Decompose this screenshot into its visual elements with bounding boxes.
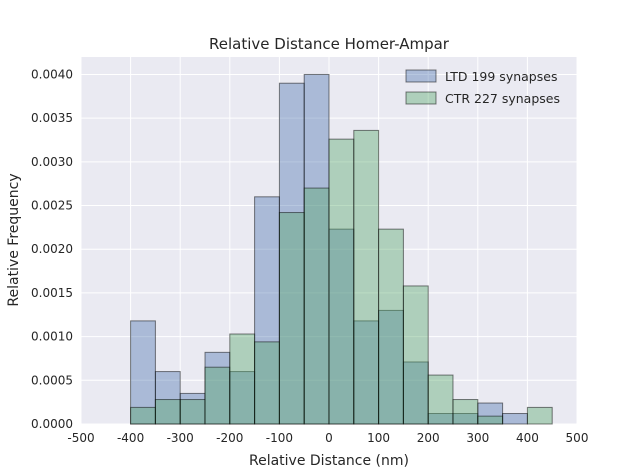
- ltd-bar: [204, 351, 231, 425]
- ltd-bar: [502, 413, 528, 425]
- y-tick-label: 0.0030: [31, 155, 73, 169]
- ltd-bar: [353, 320, 380, 425]
- y-tick-label: 0.0000: [31, 417, 73, 431]
- x-tick-label: -400: [117, 431, 144, 445]
- ctr-bar: [229, 333, 256, 425]
- ltd-bar: [402, 361, 429, 425]
- ctr-bar: [303, 187, 330, 425]
- x-tick-label: 200: [417, 431, 440, 445]
- ctr-bar: [130, 406, 156, 425]
- ctr-bar: [353, 129, 380, 425]
- ltd-bar: [378, 309, 404, 425]
- ctr-bar: [402, 285, 429, 425]
- y-tick-labels: 0.0000 0.0005 0.0010 0.0015 0.0020 0.0025 0.00…: [31, 67, 73, 431]
- ctr-bar: [254, 341, 280, 425]
- ltd-bar: [328, 228, 355, 425]
- x-tick-label: 400: [516, 431, 539, 445]
- y-tick-label: 0.0020: [31, 242, 73, 256]
- x-tick-label: 500: [566, 431, 589, 445]
- x-tick-label: 0: [325, 431, 333, 445]
- y-tick-label: 0.0035: [31, 111, 73, 125]
- ltd-bar: [130, 320, 156, 425]
- ctr-bar: [278, 212, 305, 425]
- y-tick-label: 0.0005: [31, 373, 73, 387]
- x-tick-label: -100: [266, 431, 293, 445]
- ctr-bar: [204, 366, 231, 425]
- y-axis-label: Relative Frequency: [6, 173, 22, 306]
- ctr-bar: [477, 415, 504, 425]
- legend-label: CTR 227 synapses: [445, 91, 560, 106]
- x-axis-label: Relative Distance (nm): [249, 453, 409, 469]
- ltd-bar: [254, 196, 280, 425]
- histogram-bars: [130, 73, 553, 425]
- y-tick-label: 0.0015: [31, 286, 73, 300]
- ctr-bar: [452, 399, 479, 425]
- y-tick-label: 0.0010: [31, 330, 73, 344]
- ctr-bar: [526, 406, 553, 425]
- ctr-bar: [154, 399, 181, 425]
- x-tick-label: 100: [367, 431, 390, 445]
- ctr-bar: [179, 399, 206, 425]
- legend-swatch: [405, 91, 437, 105]
- legend: LTD 199 synapses CTR 227 synapses: [405, 69, 560, 106]
- ctr-bar: [427, 374, 454, 425]
- y-tick-label: 0.0040: [31, 67, 73, 81]
- chart-title: Relative Distance Homer-Ampar: [209, 35, 450, 53]
- x-tick-label: -300: [167, 431, 194, 445]
- legend-label: LTD 199 synapses: [445, 69, 557, 84]
- legend-swatch: [405, 69, 437, 83]
- x-tick-label: -200: [216, 431, 243, 445]
- ctr-bar: [378, 228, 404, 425]
- y-tick-label: 0.0025: [31, 199, 73, 213]
- x-tick-label: -500: [67, 431, 94, 445]
- ltd-bar: [154, 371, 181, 425]
- x-tick-labels: -500 -400 -300 -200 -100 0 100 200 300 400 500: [67, 431, 588, 445]
- ctr-bar: [328, 138, 355, 425]
- x-tick-label: 300: [466, 431, 489, 445]
